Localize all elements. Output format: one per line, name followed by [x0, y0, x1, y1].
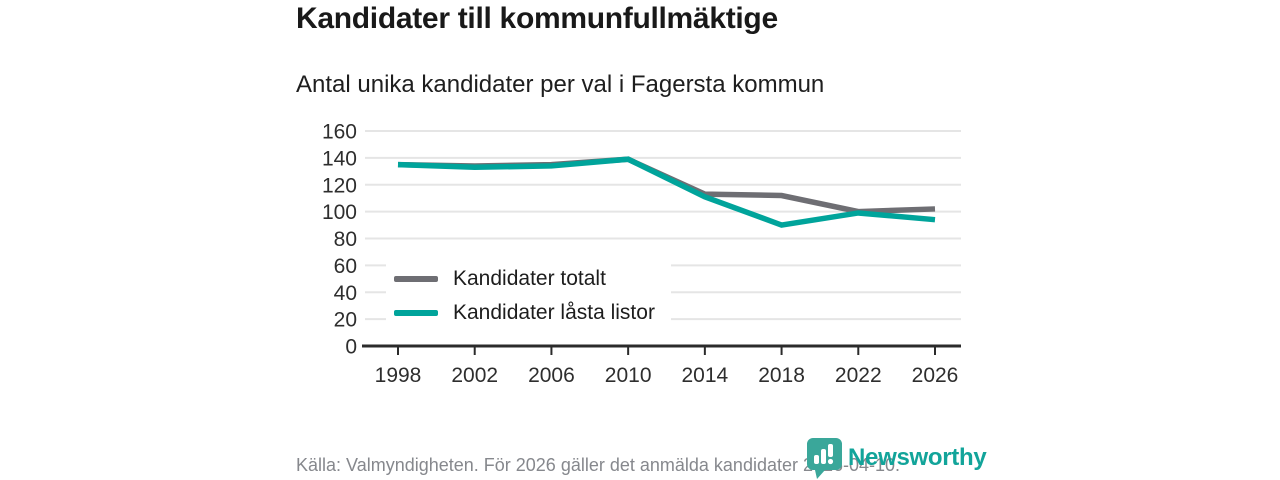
x-axis-tick-label: 2006 [528, 364, 575, 387]
y-axis-tick-label: 20 [334, 309, 357, 332]
y-axis-tick-label: 120 [322, 174, 357, 197]
y-axis-tick-label: 60 [334, 255, 357, 278]
newsworthy-logo[interactable]: Newsworthy [806, 437, 987, 479]
series-line-kandidater-lasta-listor [397, 156, 936, 228]
chart-subtitle: Antal unika kandidater per val i Fagerst… [296, 71, 825, 98]
x-axis-tick-label: 2014 [681, 364, 728, 387]
y-axis-tick-label: 160 [322, 121, 357, 144]
x-axis-tick-label: 2022 [835, 364, 882, 387]
x-axis-tick-label: 1998 [375, 364, 422, 387]
x-axis-tick-label: 2018 [758, 364, 805, 387]
source-note: Källa: Valmyndigheten. För 2026 gäller d… [296, 455, 901, 475]
legend-item-kandidater-lasta-listor: Kandidater låsta listor [394, 296, 655, 330]
y-axis-tick-label: 0 [345, 336, 357, 359]
y-axis-tick-label: 80 [334, 228, 357, 251]
y-axis-tick-label: 140 [322, 147, 357, 170]
legend-label-kandidater-totalt: Kandidater totalt [453, 267, 606, 290]
legend-item-kandidater-totalt: Kandidater totalt [394, 262, 655, 296]
line-chart: 0 20 40 60 80 100 120 140 160 1998 2002 2006 2010 201… [300, 118, 970, 393]
newsworthy-wordmark: Newsworthy [848, 444, 987, 471]
y-axis-tick-label: 40 [334, 282, 357, 305]
chart-legend: Kandidater totalt Kandidater låsta listo… [386, 258, 671, 334]
x-axis-tick-label: 2010 [605, 364, 652, 387]
legend-swatch-kandidater-lasta-listor [394, 310, 438, 316]
y-axis-tick-label: 100 [322, 201, 357, 224]
legend-swatch-kandidater-totalt [394, 276, 438, 282]
legend-label-kandidater-lasta-listor: Kandidater låsta listor [453, 301, 655, 324]
x-axis-tick-label: 2026 [912, 364, 959, 387]
line-chart-svg: 0 20 40 60 80 100 120 140 160 1998 2002 2006 2010 201… [322, 121, 961, 387]
chart-title: Kandidater till kommunfullmäktige [296, 2, 778, 35]
x-axis-tick-label: 2002 [451, 364, 498, 387]
newsworthy-speech-bubble-bar-chart-icon [806, 437, 843, 479]
